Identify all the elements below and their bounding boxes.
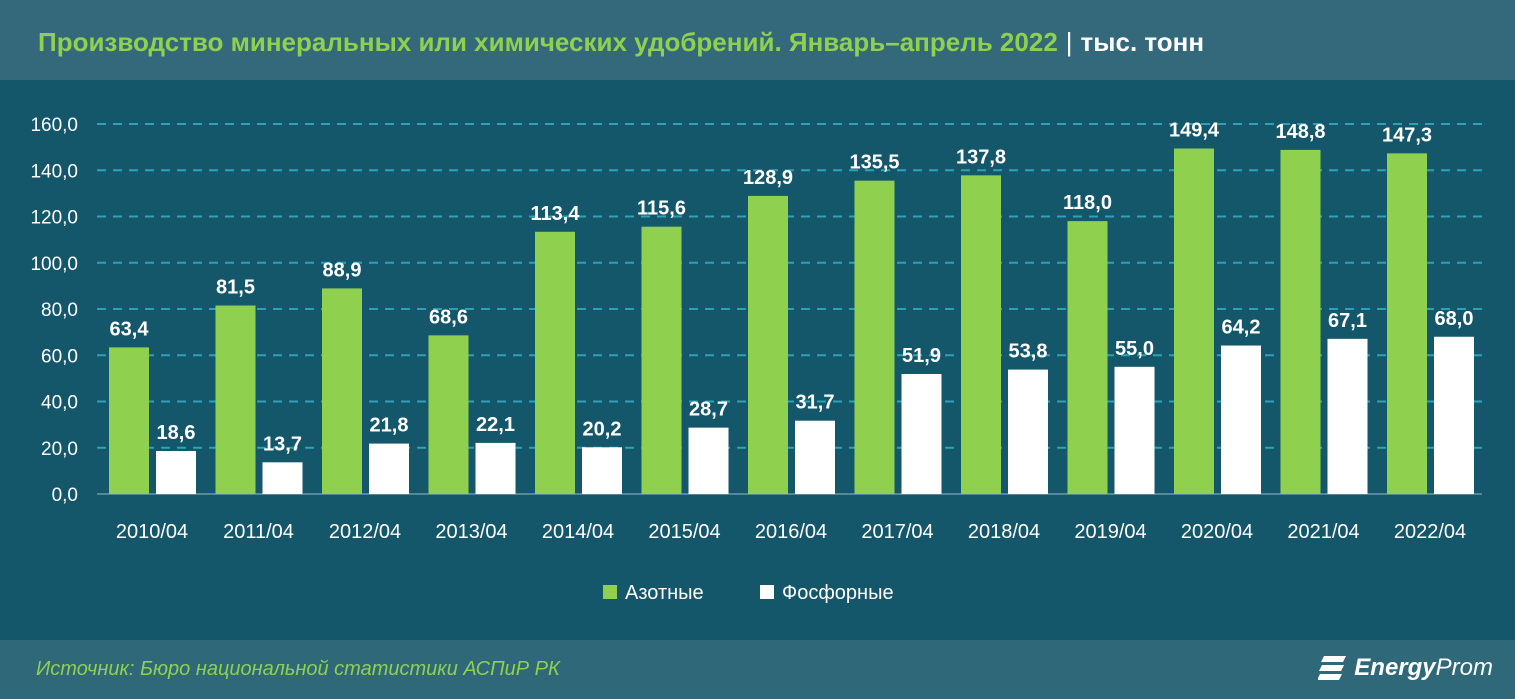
data-label: 22,1: [476, 414, 515, 436]
logo-text: EnergyProm: [1354, 654, 1493, 681]
data-label: 118,0: [1063, 192, 1112, 214]
bar-nitrogen: [854, 180, 895, 494]
x-tick-label: 2010/04: [116, 521, 188, 543]
x-tick-label: 2014/04: [542, 521, 614, 543]
unit-label: тыс. тонн: [1080, 27, 1205, 57]
bar-chart: 0,0 20,0 40,0 60,0 80,0 100,0 120,0 140,0 160,0 6…: [30, 115, 1482, 604]
bar-phosphate: [262, 462, 303, 494]
data-label: 68,0: [1435, 308, 1474, 330]
x-tick-label: 2012/04: [329, 521, 401, 543]
bar-nitrogen: [1174, 148, 1214, 494]
bar-phosphate: [369, 443, 409, 494]
source-note: Источник: Бюро национальной статистики А…: [36, 658, 560, 680]
data-label: 21,8: [370, 415, 409, 437]
x-tick-label: 2019/04: [1074, 521, 1146, 543]
data-label: 135,5: [849, 152, 899, 174]
bar-phosphate: [795, 420, 835, 494]
bar-nitrogen: [428, 335, 469, 494]
bar-phosphate: [1327, 338, 1368, 494]
y-tick-label: 120,0: [30, 208, 78, 229]
energyprom-logo-icon: [1318, 656, 1347, 680]
data-label: 18,6: [157, 422, 196, 444]
bar-phosphate: [1221, 345, 1261, 494]
data-label: 81,5: [216, 277, 255, 299]
x-tick-label: 2018/04: [968, 521, 1040, 543]
data-label: 20,2: [583, 418, 622, 440]
bar-nitrogen: [961, 175, 1001, 494]
y-tick-label: 0,0: [52, 485, 78, 506]
bar-nitrogen: [215, 305, 256, 494]
data-label: 147,3: [1382, 124, 1432, 146]
x-tick-label: 2020/04: [1181, 521, 1253, 543]
x-tick-label: 2015/04: [648, 521, 720, 543]
data-label: 148,8: [1275, 121, 1325, 143]
y-tick-label: 80,0: [41, 300, 78, 321]
data-label: 55,0: [1115, 338, 1154, 360]
bar-phosphate: [1114, 366, 1155, 494]
bar-nitrogen: [1387, 153, 1427, 494]
legend-label: Азотные: [625, 582, 704, 604]
data-label: 31,7: [796, 392, 835, 414]
data-label: 128,9: [743, 167, 793, 189]
x-tick-label: 2022/04: [1394, 521, 1466, 543]
x-tick-label: 2016/04: [755, 521, 827, 543]
bar-phosphate: [688, 427, 729, 494]
data-label: 64,2: [1222, 317, 1261, 339]
bar-nitrogen: [535, 231, 575, 494]
x-tick-label: 2017/04: [861, 521, 933, 543]
y-tick-label: 60,0: [41, 346, 78, 367]
bar-phosphate: [1008, 369, 1048, 494]
x-tick-label: 2011/04: [223, 521, 294, 543]
data-label: 53,8: [1009, 341, 1048, 363]
y-tick-label: 40,0: [41, 393, 78, 414]
legend-label: Фосфорные: [782, 582, 894, 604]
bar-nitrogen: [1280, 149, 1321, 494]
legend-swatch: [760, 585, 774, 599]
header: Производство минеральных или химических …: [0, 0, 1515, 80]
separator: |: [1065, 27, 1073, 57]
data-label: 13,7: [263, 433, 302, 455]
y-tick-label: 20,0: [41, 439, 78, 460]
bar-phosphate: [582, 447, 622, 494]
bar-phosphate: [1434, 336, 1474, 494]
bar-phosphate: [156, 450, 196, 494]
bar-nitrogen: [322, 288, 362, 494]
x-tick-label: 2013/04: [435, 521, 507, 543]
data-label: 113,4: [531, 203, 581, 225]
logo: EnergyProm: [1318, 654, 1493, 682]
bar-nitrogen: [641, 226, 682, 495]
title-text: Производство минеральных или химических …: [38, 27, 1058, 57]
data-label: 137,8: [956, 146, 1006, 168]
data-label: 88,9: [323, 259, 362, 281]
bar-phosphate: [901, 373, 942, 494]
y-tick-label: 160,0: [30, 115, 78, 136]
data-label: 115,6: [637, 198, 686, 220]
x-tick-label: 2021/04: [1287, 521, 1359, 543]
data-label: 67,1: [1328, 310, 1367, 332]
y-tick-label: 100,0: [30, 254, 78, 275]
bar-phosphate: [475, 442, 516, 494]
footer: Источник: Бюро национальной статистики А…: [0, 640, 1515, 699]
bar-nitrogen: [748, 195, 788, 494]
bar-nitrogen: [109, 347, 149, 494]
data-label: 51,9: [902, 345, 941, 367]
data-label: 149,4: [1169, 120, 1220, 142]
y-tick-label: 140,0: [30, 161, 78, 182]
legend-swatch: [603, 585, 617, 599]
data-label: 68,6: [429, 306, 468, 328]
data-label: 63,4: [110, 318, 150, 340]
data-label: 28,7: [689, 399, 728, 421]
bar-nitrogen: [1067, 221, 1108, 494]
chart-title: Производство минеральных или химических …: [38, 27, 1204, 58]
